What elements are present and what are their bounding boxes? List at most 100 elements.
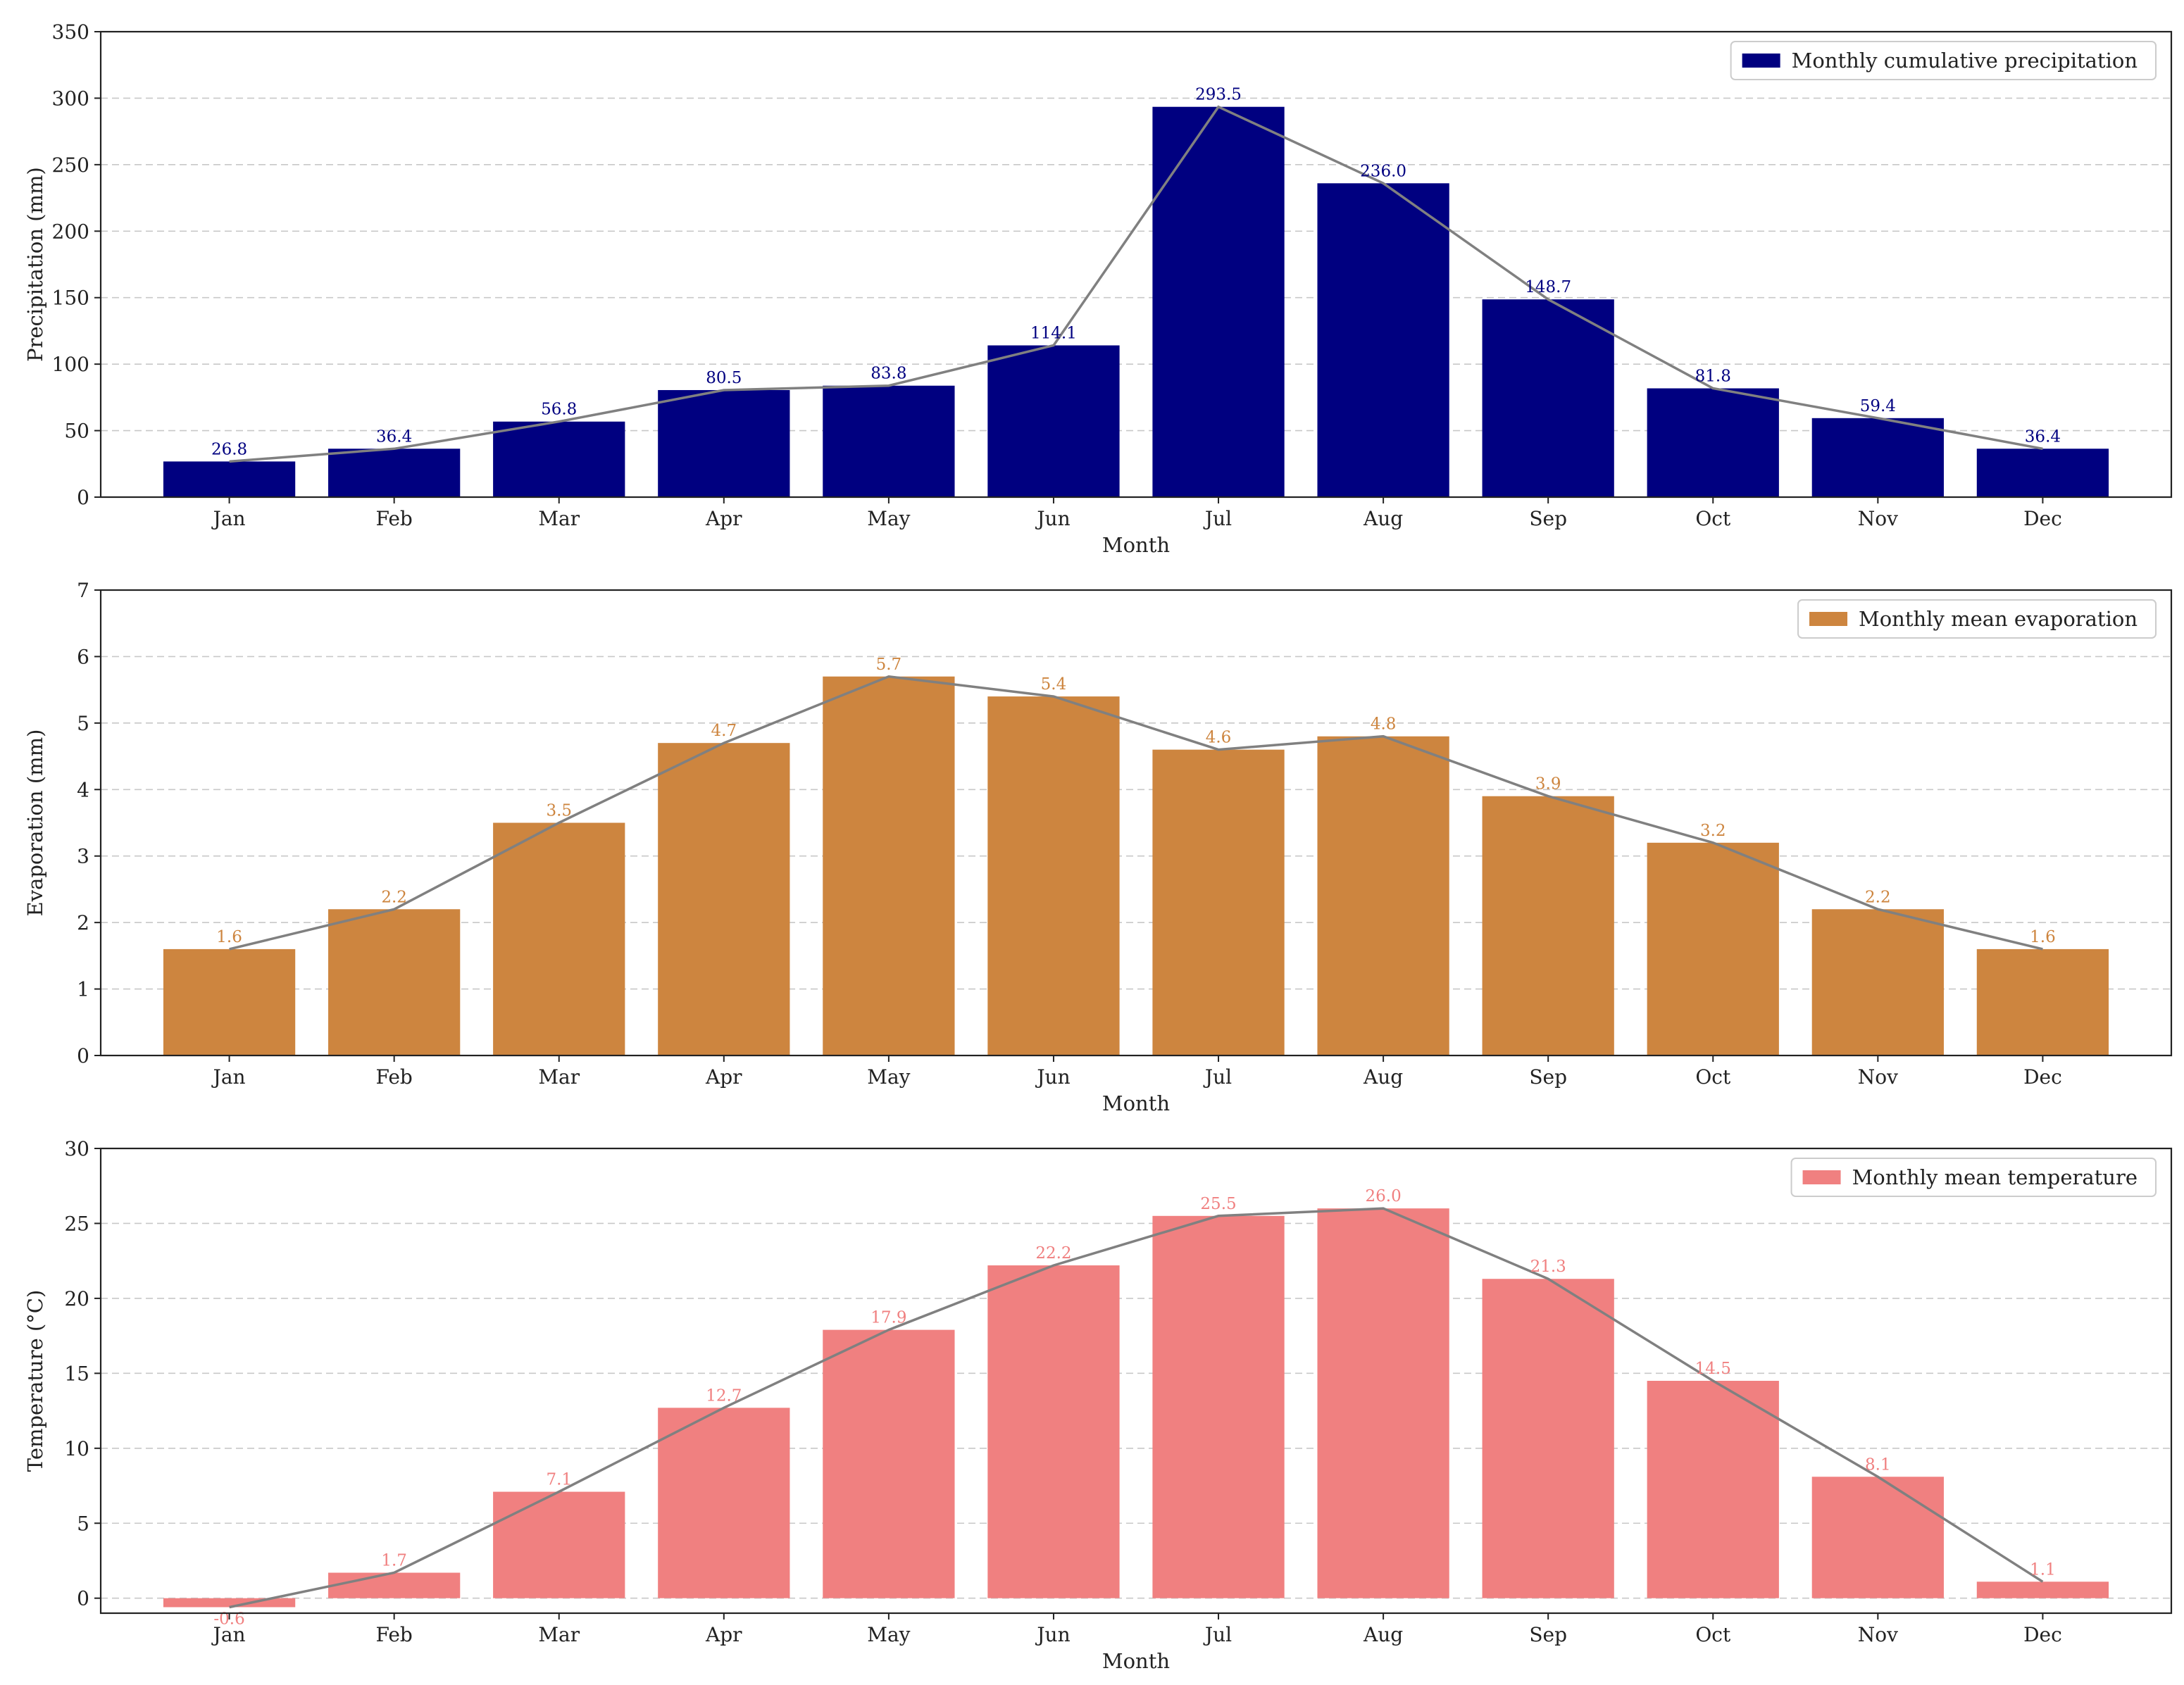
- bar-sep: [1482, 796, 1614, 1056]
- x-axis-title: Month: [1102, 533, 1170, 557]
- x-tick-label: Nov: [1858, 1623, 1898, 1646]
- y-tick-label: 0: [77, 1044, 89, 1067]
- trend-line: [229, 675, 2043, 951]
- x-tick-label: Sep: [1529, 1065, 1567, 1089]
- x-tick-label: Oct: [1695, 507, 1731, 530]
- x-tick-label: Apr: [705, 507, 742, 530]
- bar-nov: [1811, 1477, 1944, 1598]
- chart-panel-1: 26.8 36.4 56.8 80.5 83.8 114.1 293.5 236.0 148.7…: [23, 20, 2173, 557]
- x-tick-label: Jan: [211, 507, 246, 530]
- bar-may: [823, 676, 955, 1056]
- x-tick-label: Sep: [1529, 1623, 1567, 1646]
- y-tick-label: 350: [52, 20, 89, 44]
- bar-jan: [163, 1598, 296, 1608]
- y-tick-label: 5: [77, 712, 89, 735]
- data-label: 8.1: [1865, 1455, 1891, 1474]
- chart-panel-3: -0.61.77.112.717.922.225.5 26.021.314.58.…: [23, 1137, 2173, 1673]
- chart-panel-2: 1.6 2.2 3.5 4.7 5.7 5.4 4.6 4.8 3.9 3.2 2.2 1.6 0 1 2 3…: [23, 579, 2173, 1115]
- x-tick-label: Aug: [1363, 1065, 1403, 1089]
- bar-nov: [1811, 418, 1944, 497]
- x-tick-label: May: [867, 1065, 910, 1089]
- y-tick-label: 0: [77, 1587, 89, 1610]
- legend-label: Monthly mean evaporation: [1859, 607, 2138, 631]
- y-tick-label: 15: [64, 1362, 89, 1385]
- trend-line: [229, 1207, 2044, 1609]
- legend: Monthly mean temperature: [1790, 1158, 2157, 1197]
- x-tick-label: Aug: [1363, 1623, 1403, 1646]
- bar-dec: [1976, 449, 2109, 497]
- data-label: 14.5: [1695, 1360, 1731, 1378]
- data-label: 80.5: [706, 369, 742, 387]
- bar-jul: [1152, 1215, 1285, 1598]
- y-tick-label: 3: [77, 845, 89, 868]
- x-tick-label: Mar: [538, 507, 580, 530]
- bar-feb: [328, 909, 461, 1056]
- bar-jun: [987, 696, 1120, 1056]
- data-label: 21.3: [1530, 1258, 1566, 1276]
- y-tick-label: 300: [52, 87, 89, 110]
- y-tick-label: 6: [77, 645, 89, 668]
- bar-aug: [1317, 183, 1449, 497]
- y-tick-label: 10: [64, 1437, 89, 1460]
- bar-apr: [658, 1408, 790, 1598]
- x-tick-label: Jan: [211, 1623, 246, 1646]
- x-tick-label: Sep: [1529, 507, 1567, 530]
- y-tick-label: 4: [77, 778, 89, 801]
- x-tick-label: Aug: [1363, 507, 1403, 530]
- y-tick-label: 20: [64, 1287, 89, 1310]
- bar-oct: [1647, 1381, 1779, 1598]
- legend-box: [1730, 41, 2157, 80]
- bar-mar: [493, 822, 625, 1056]
- data-label: 7.1: [546, 1471, 572, 1489]
- bar-jul: [1152, 749, 1285, 1056]
- plot-frame: [99, 589, 2173, 1057]
- x-axis-title: Month: [1102, 1649, 1170, 1673]
- bar-feb: [328, 449, 461, 497]
- x-tick-label: Dec: [2023, 1065, 2062, 1089]
- y-tick-label: 30: [64, 1137, 89, 1160]
- y-tick-label: 5: [77, 1512, 89, 1535]
- y-axis-title: Temperature (°C): [23, 1290, 47, 1472]
- data-label: 26.8: [211, 440, 247, 458]
- data-label: 12.7: [706, 1386, 742, 1405]
- bar-nov: [1811, 909, 1944, 1056]
- x-tick-label: Dec: [2023, 1623, 2062, 1646]
- bar-apr: [658, 389, 790, 497]
- data-label: 81.8: [1695, 368, 1731, 386]
- bar-sep: [1482, 1279, 1614, 1598]
- data-label: 3.9: [1535, 775, 1561, 794]
- y-tick-label: 50: [64, 420, 89, 443]
- bar-aug: [1317, 1208, 1449, 1598]
- data-label: 1.6: [216, 928, 242, 946]
- data-label: 1.7: [381, 1552, 407, 1570]
- data-label: 3.2: [1700, 822, 1726, 840]
- bar-oct: [1647, 388, 1779, 497]
- data-label: 56.8: [541, 401, 577, 419]
- bar-oct: [1647, 842, 1779, 1056]
- bar-jan: [163, 461, 296, 497]
- bar-aug: [1317, 736, 1449, 1056]
- bar-may: [823, 385, 955, 497]
- y-axis-title: Evaporation (mm): [23, 729, 47, 917]
- data-label: 22.2: [1035, 1244, 1071, 1263]
- data-label: 36.4: [376, 427, 412, 446]
- data-label: 4.6: [1206, 729, 1232, 747]
- x-tick-label: Feb: [375, 1623, 412, 1646]
- x-tick-label: Oct: [1695, 1065, 1731, 1089]
- data-label: 148.7: [1525, 278, 1571, 296]
- plot-frame: [99, 1147, 2173, 1615]
- legend-swatch: [1809, 612, 1848, 626]
- bar-sep: [1482, 299, 1614, 497]
- x-axis-title: Month: [1102, 1091, 1170, 1115]
- data-label: 5.7: [876, 656, 902, 674]
- x-tick-label: May: [867, 507, 910, 530]
- legend-box: [1790, 1158, 2157, 1197]
- x-tick-label: Jul: [1203, 1623, 1232, 1646]
- x-tick-label: Oct: [1695, 1623, 1731, 1646]
- data-label: 26.0: [1366, 1187, 1402, 1205]
- bar-jan: [163, 948, 296, 1056]
- data-label: 4.7: [711, 722, 737, 740]
- bar-mar: [493, 421, 625, 497]
- bar-jun: [987, 1265, 1120, 1598]
- y-tick-label: 7: [77, 579, 89, 602]
